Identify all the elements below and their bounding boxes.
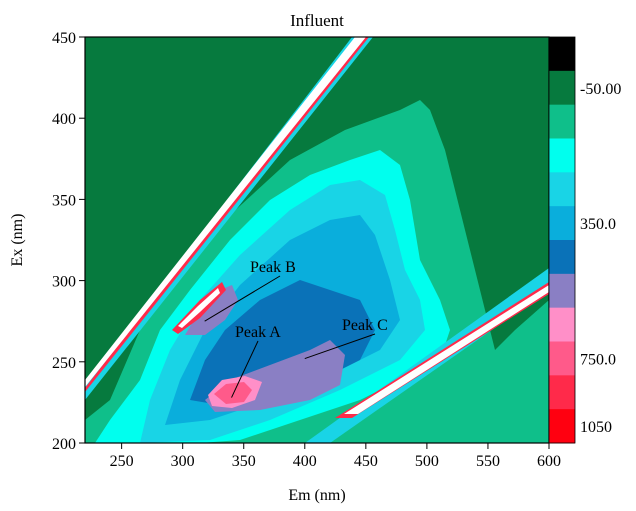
annotation-label: Peak B [250, 259, 296, 276]
y-tick-label: 200 [52, 436, 76, 453]
colorbar-label: 350.0 [580, 216, 616, 233]
colorbar-level [549, 70, 575, 106]
x-tick-label: 500 [415, 453, 439, 470]
colorbar-level [549, 240, 575, 275]
contour-area [85, 37, 549, 443]
y-tick-label: 300 [52, 274, 76, 291]
x-tick-label: 300 [171, 453, 195, 470]
y-axis-ticks: 200 250 300 350 400 450 [52, 30, 85, 453]
annotation-leader [231, 340, 259, 398]
colorbar-level [549, 375, 575, 410]
contour-level-8 [214, 382, 252, 404]
y-tick-label: 400 [52, 111, 76, 128]
colorbar [548, 36, 576, 444]
y-tick-label: 250 [52, 355, 76, 372]
x-axis-ticks: 250 300 350 400 450 500 550 600 [110, 443, 561, 470]
y-tick-label: 450 [52, 30, 76, 47]
colorbar-level [549, 206, 575, 241]
scatter-band-2-edge [335, 282, 549, 418]
peak-b-hotspot-core [178, 288, 220, 328]
annotation-label: Peak A [235, 324, 281, 341]
scatter-band-2-core [344, 285, 549, 414]
chart-title: Influent [290, 11, 344, 30]
colorbar-level [549, 138, 575, 173]
annotation-leader [204, 275, 281, 322]
scatter-band-1-outer [85, 37, 373, 400]
colorbar-level [549, 307, 575, 342]
x-tick-label: 450 [354, 453, 378, 470]
y-axis-label: Ex (nm) [9, 214, 26, 267]
contour-level-6b [185, 285, 238, 335]
x-tick-label: 350 [232, 453, 256, 470]
colorbar-level [549, 37, 575, 72]
y-tick-label: 350 [52, 192, 76, 209]
x-tick-label: 250 [110, 453, 134, 470]
colorbar-labels: -50.00 350.0 750.0 1050 [580, 81, 621, 436]
x-tick-label: 550 [476, 453, 500, 470]
scatter-band-1-core [85, 37, 366, 387]
colorbar-level [549, 409, 575, 444]
colorbar-level [549, 273, 575, 309]
colorbar-level [549, 172, 575, 207]
colorbar-label: 750.0 [580, 351, 616, 368]
peak-annotations: Peak A Peak B Peak C [204, 259, 388, 398]
colorbar-level [549, 341, 575, 376]
x-axis-label: Em (nm) [288, 487, 345, 504]
colorbar-label: 1050 [580, 419, 612, 436]
x-tick-label: 600 [537, 453, 561, 470]
annotation-leader [304, 333, 376, 360]
annotation-label: Peak C [342, 317, 388, 334]
x-tick-label: 400 [293, 453, 317, 470]
colorbar-frame [548, 36, 576, 444]
colorbar-level [549, 104, 575, 139]
scatter-band-1-edge [85, 37, 369, 392]
colorbar-label: -50.00 [580, 81, 621, 98]
